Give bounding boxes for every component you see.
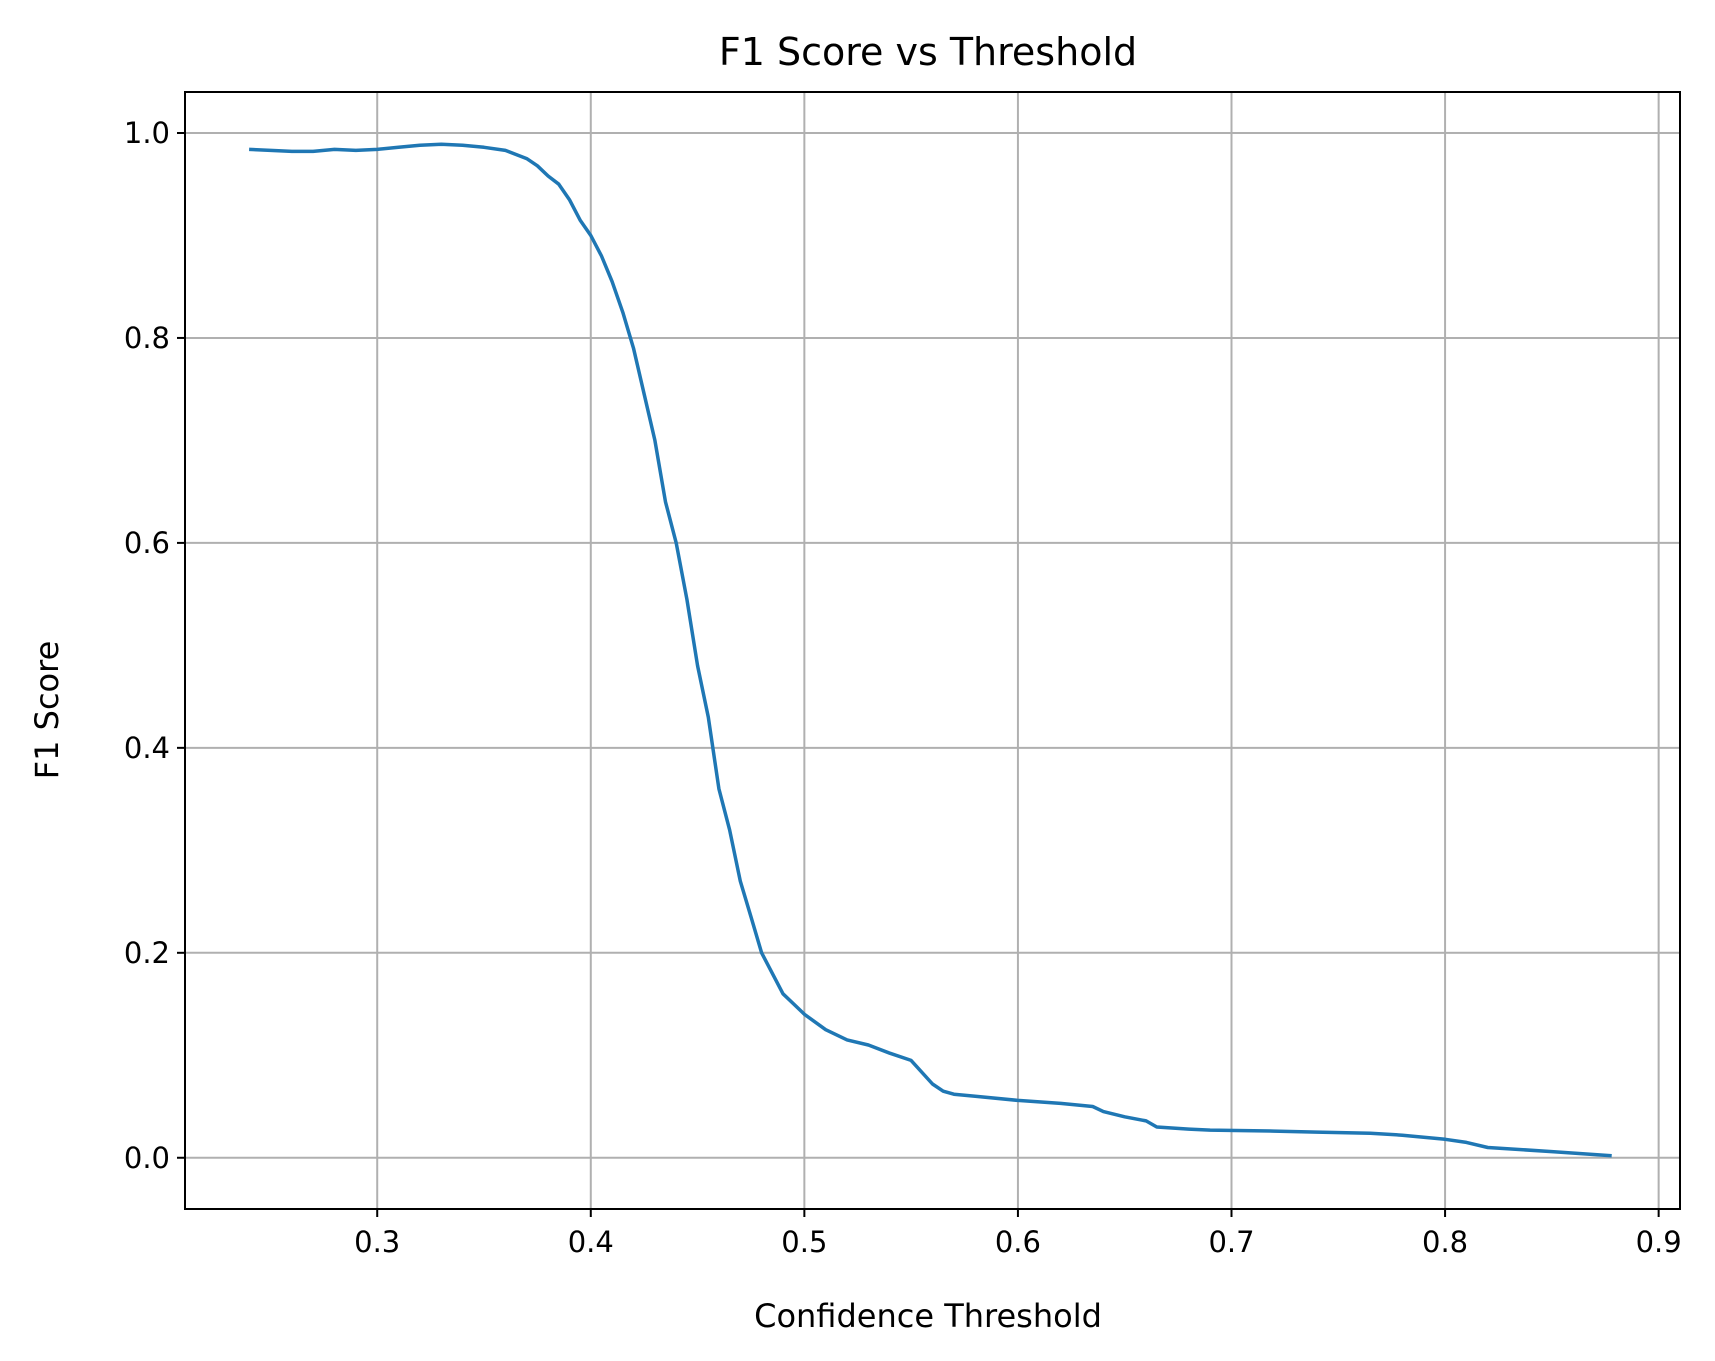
f1-score-line — [249, 142, 1612, 1158]
x-tick-label: 0.3 — [354, 1225, 400, 1259]
y-tick-label: 1.0 — [124, 116, 170, 150]
y-axis-label: F1 Score — [28, 641, 66, 780]
y-tick-label: 0.2 — [124, 936, 170, 970]
y-tick-label: 0.0 — [124, 1141, 170, 1175]
chart-title: F1 Score vs Threshold — [719, 30, 1137, 74]
gridlines — [185, 92, 1680, 1209]
x-tick-label: 0.7 — [1208, 1225, 1254, 1259]
y-axis-ticks: 0.0 0.2 0.4 0.6 0.8 1.0 — [124, 116, 185, 1175]
y-tick-label: 0.4 — [124, 731, 170, 765]
x-axis-ticks: 0.3 0.4 0.5 0.6 0.7 0.8 0.9 — [354, 1209, 1682, 1259]
y-tick-label: 0.6 — [124, 526, 170, 560]
x-tick-label: 0.6 — [995, 1225, 1041, 1259]
x-tick-label: 0.5 — [781, 1225, 827, 1259]
plot-frame — [184, 91, 1681, 1210]
series-layer — [249, 142, 1612, 1158]
x-tick-label: 0.8 — [1422, 1225, 1468, 1259]
x-axis-label: Confidence Threshold — [754, 1297, 1102, 1335]
x-tick-label: 0.9 — [1636, 1225, 1682, 1259]
y-tick-label: 0.8 — [124, 321, 170, 355]
x-tick-label: 0.4 — [568, 1225, 614, 1259]
